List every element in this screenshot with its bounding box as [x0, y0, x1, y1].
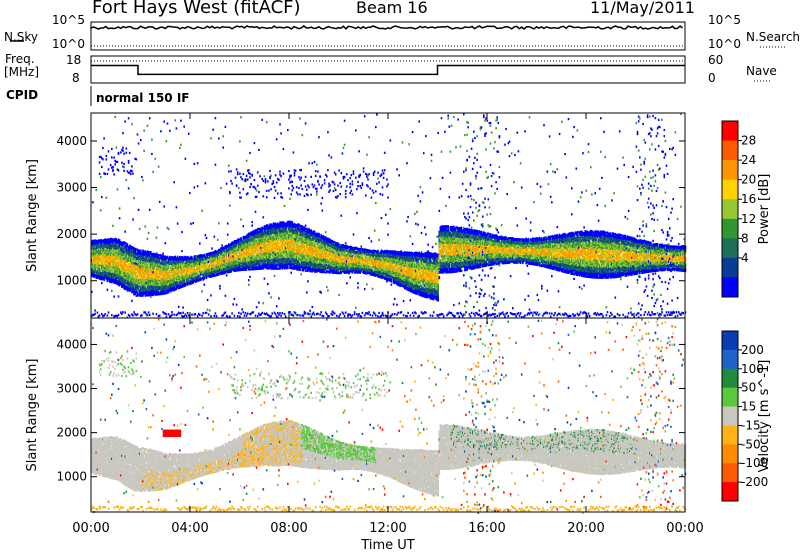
xtick-label: 16:00 — [468, 521, 505, 536]
power-colorbar-swatch — [722, 238, 738, 259]
cpid-value: normal 150 IF — [96, 91, 190, 105]
velocity-ytick-label: 1000 — [56, 470, 87, 484]
power-ytick-label: 4000 — [56, 134, 87, 148]
velocity-colorbar-swatch — [722, 349, 738, 370]
velocity-colorbar-label: Velocity [m s^-1] — [757, 360, 772, 473]
velocity-colorbar-swatch — [722, 463, 738, 483]
power-colorbar-tick-label: 24 — [741, 153, 756, 167]
power-colorbar-tick-label: 20 — [741, 173, 756, 187]
power-ytick-label: 2000 — [56, 227, 87, 241]
power-colorbar-tick-label: 28 — [741, 134, 756, 148]
nsky-line — [90, 25, 683, 30]
velocity-colorbar-tick-label: 200 — [741, 343, 764, 357]
power-colorbar-tick-label: 4 — [741, 251, 749, 265]
velocity-colorbar-swatch — [722, 444, 738, 464]
date-label: 11/May/2011 — [590, 0, 695, 17]
velocity-colorbar-tick-label: 100 — [741, 362, 764, 376]
velocity-colorbar-frame — [721, 330, 739, 502]
nave-label: Nave — [746, 64, 777, 78]
velocity-colorbar-swatch — [722, 482, 738, 502]
velocity-colorbar-tick-label: -15 — [741, 418, 761, 432]
power-scatter-cells — [91, 113, 687, 321]
power-colorbar-swatch — [722, 277, 738, 298]
nave-tick-top: 60 — [708, 53, 723, 67]
power-colorbar-swatch — [722, 199, 738, 220]
xlabel: Time UT — [360, 538, 414, 553]
velocity-colorbar-tick-label: -200 — [741, 475, 768, 489]
power-ytick-label: 3000 — [56, 181, 87, 195]
xtick-label: 20:00 — [567, 521, 604, 536]
power-colorbar-tick-label: 8 — [741, 231, 749, 245]
velocity-colorbar-swatch — [722, 425, 738, 445]
xtick-label: 12:00 — [369, 521, 406, 536]
freq-tick-top: 18 — [66, 53, 81, 67]
xtick-label: 04:00 — [171, 521, 208, 536]
power-ytick-label: 1000 — [56, 274, 87, 288]
velocity-colorbar-tick-label: -50 — [741, 437, 761, 451]
freq-line — [91, 64, 685, 76]
velocity-colorbar-tick-label: 50 — [741, 381, 756, 395]
power-colorbar-frame — [721, 120, 739, 298]
freq-panel-frame — [90, 55, 686, 84]
power-colorbar-swatch — [722, 257, 738, 278]
velocity-ytick-label: 4000 — [56, 337, 87, 351]
noise-left-tick-top: 10^5 — [52, 13, 85, 27]
velocity-ytick-label: 2000 — [56, 426, 87, 440]
xtick-label: 00:00 — [72, 521, 109, 536]
noise-right-tick-bottom: 10^0 — [708, 37, 741, 51]
nsearch-label: N.Search — [746, 30, 800, 44]
velocity-colorbar-swatch — [722, 368, 738, 389]
freq-label: Freq. — [5, 52, 35, 66]
power-colorbar-tick-label: 12 — [741, 212, 756, 226]
power-colorbar-swatch — [722, 218, 738, 239]
noise-panel-frame — [90, 21, 686, 51]
xtick-label: 08:00 — [270, 521, 307, 536]
power-colorbar-tick-label: 16 — [741, 192, 756, 206]
power-colorbar-swatch — [722, 121, 738, 142]
velocity-colorbar-tick-label: 15 — [741, 400, 756, 414]
velocity-ytick-label: 3000 — [56, 382, 87, 396]
chart-title: Fort Hays West (fitACF) — [92, 0, 301, 18]
freq-unit-label: [MHz] — [4, 65, 39, 79]
noise-left-tick-bottom: 10^0 — [52, 37, 85, 51]
power-ylabel: Slant Range [km] — [25, 159, 40, 272]
xtick-label: 00:00 — [666, 521, 703, 536]
velocity-colorbar-tick-label: -100 — [741, 456, 768, 470]
cpid-label: CPID — [6, 88, 38, 102]
power-colorbar-swatch — [722, 179, 738, 200]
freq-tick-bottom: 8 — [72, 71, 80, 85]
velocity-colorbar-swatch — [722, 387, 738, 408]
power-colorbar-label: Power [dB] — [757, 174, 772, 245]
velocity-colorbar-swatch — [722, 331, 738, 351]
noise-right-tick-top: 10^5 — [708, 13, 741, 27]
beam-label: Beam 16 — [356, 0, 428, 17]
power-colorbar-swatch — [722, 140, 738, 161]
velocity-colorbar-swatch — [722, 406, 738, 426]
velocity-ylabel: Slant Range [km] — [25, 359, 40, 472]
nave-tick-bottom: 0 — [708, 71, 716, 85]
velocity-scatter-cells — [91, 318, 687, 514]
power-colorbar-swatch — [722, 160, 738, 181]
